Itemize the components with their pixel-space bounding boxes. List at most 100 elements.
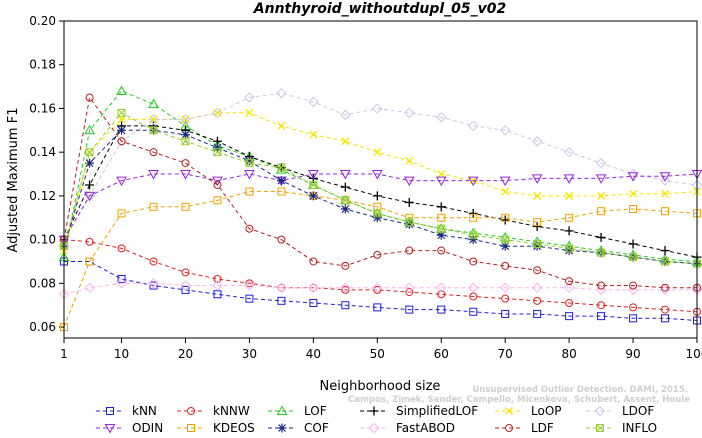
data-point [499,176,511,187]
data-point [245,224,254,233]
data-point [213,274,222,283]
data-point [85,158,95,168]
data-point [149,281,158,290]
data-point [565,312,574,321]
data-point [117,209,126,218]
data-point [597,207,606,216]
data-point [85,93,94,102]
data-point [468,120,479,132]
series-ldof [58,87,702,245]
data-point [339,170,351,180]
data-point [213,148,222,157]
data-point [405,218,414,227]
data-point [597,312,606,321]
data-point [277,235,286,244]
series-simplifiedlof [59,121,702,262]
data-point [372,213,382,223]
data-point [469,231,478,240]
data-point [405,288,414,297]
legend-label: LDF [531,421,554,434]
legend-label: LDOF [622,404,654,418]
y-axis: 0.06 0.08 0.10 0.12 0.14 0.16 0.18 0.20 [29,14,64,334]
data-point [277,283,286,292]
data-point [469,257,478,266]
y-tick-label: 0.06 [29,320,56,334]
data-point [149,257,158,266]
data-point [596,232,606,242]
data-point [597,301,606,310]
data-point [629,205,638,214]
data-point [277,296,286,305]
data-point [437,224,446,233]
data-point [341,137,350,146]
legend-marker [277,423,287,433]
data-point [372,282,383,293]
data-point [532,241,542,251]
data-point [659,175,671,186]
data-point [212,280,223,291]
data-point [563,282,575,293]
data-point [404,197,414,207]
y-tick-label: 0.14 [29,145,56,159]
data-point [660,246,670,256]
data-point [212,143,222,153]
series-line [63,173,698,240]
legend-item-knn: kNN [96,404,157,418]
data-point [436,230,446,240]
data-point [340,109,351,121]
data-point [341,301,350,310]
data-point [371,170,383,180]
data-point [340,282,351,293]
data-point [629,189,638,198]
legend-marker [596,424,604,432]
data-point [661,257,670,266]
data-point [404,282,415,293]
data-point [244,92,255,103]
data-point [149,148,158,157]
data-point [468,282,479,293]
data-point [84,124,95,135]
data-point [245,159,254,168]
data-point [213,180,222,189]
data-point [181,159,190,168]
data-point [595,157,607,169]
data-point [467,176,479,187]
legend-label: ODIN [132,421,163,434]
data-point [341,285,350,294]
data-point [563,146,575,158]
y-tick-label: 0.16 [29,101,56,115]
data-point [469,213,478,222]
data-point [213,196,222,205]
data-point [661,189,669,198]
data-point [148,278,159,289]
data-point [627,284,639,296]
data-point [629,253,638,262]
data-point [373,209,382,218]
data-point [116,278,127,289]
legend-label: COF [304,421,329,434]
data-point [181,202,190,211]
data-point [84,282,95,293]
data-point [532,222,542,232]
series-line [64,261,698,321]
data-point [116,85,127,95]
data-point [404,107,415,119]
data-point [373,250,382,259]
y-tick-label: 0.08 [29,276,56,290]
x-tick-label: 20 [178,347,193,361]
data-point [437,246,446,255]
series-line [63,191,698,328]
data-point [213,290,222,299]
data-point [85,180,95,190]
data-point [212,176,223,187]
x-tick-label: 50 [370,347,385,361]
legend-item-ldof: LDOF [586,404,654,418]
data-point [308,191,318,201]
series-knnw [60,235,701,316]
series-line [63,239,698,313]
data-point [181,268,190,277]
data-point [148,98,159,109]
data-point [117,115,126,124]
data-point [373,303,382,312]
data-point [436,282,447,293]
